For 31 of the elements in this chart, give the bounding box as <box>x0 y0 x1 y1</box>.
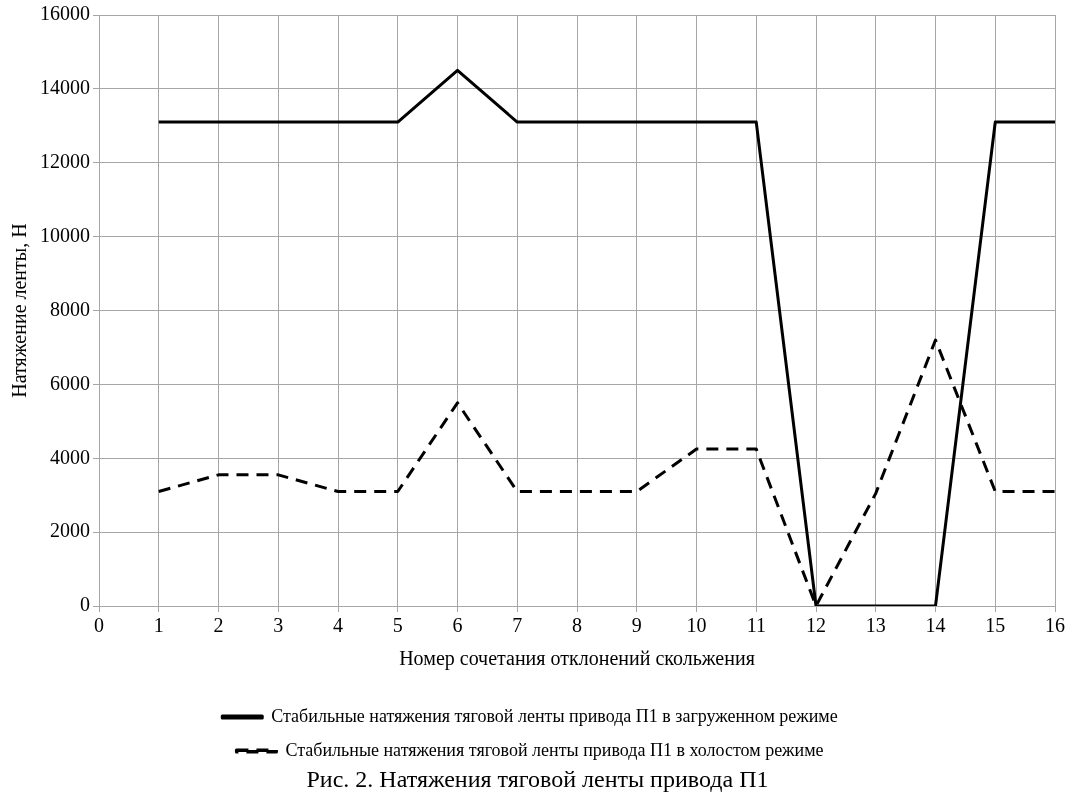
y-axis-title: Натяжение ленты, Н <box>8 223 31 398</box>
y-tick-label: 10000 <box>40 223 90 246</box>
y-tick-label: 12000 <box>40 150 90 172</box>
x-tick-label: 6 <box>452 614 463 637</box>
x-tick-label: 7 <box>512 614 523 637</box>
y-tick-label: 14000 <box>40 76 90 99</box>
x-tick-label: 4 <box>333 614 343 637</box>
x-axis-title: Номер сочетания отклонений скольжения <box>399 647 755 671</box>
x-tick-label: 13 <box>865 614 886 637</box>
y-tick-label: 16000 <box>40 2 90 25</box>
x-tick-label: 14 <box>925 614 946 637</box>
x-tick-label: 1 <box>153 614 164 637</box>
y-tick-label: 4000 <box>50 445 90 468</box>
x-tick-label: 15 <box>985 614 1006 637</box>
x-tick-label: 3 <box>273 614 284 637</box>
legend-label: Стабильные натяжения тяговой ленты привода П1 в холостом режиме <box>285 739 824 760</box>
x-tick-label: 9 <box>631 614 642 637</box>
x-tick-label: 10 <box>686 614 707 637</box>
y-tick-label: 6000 <box>50 371 90 394</box>
x-tick-label: 11 <box>746 614 766 637</box>
x-tick-label: 5 <box>392 614 403 637</box>
x-tick-label: 12 <box>806 614 826 637</box>
x-tick-label: 16 <box>1045 614 1065 637</box>
text: Рис. 2. Натяжения тяговой ленты привода П1 <box>305 766 770 793</box>
y-tick-label: 0 <box>80 593 90 616</box>
x-tick-label: 8 <box>572 614 582 637</box>
legend-label: Стабильные натяжения тяговой ленты привода П1 в загруженном режиме <box>271 705 838 726</box>
x-tick-label: 2 <box>213 614 224 637</box>
y-tick-label: 2000 <box>50 519 90 542</box>
y-tick-label: 8000 <box>50 297 90 320</box>
x-tick-label: 0 <box>94 614 104 637</box>
